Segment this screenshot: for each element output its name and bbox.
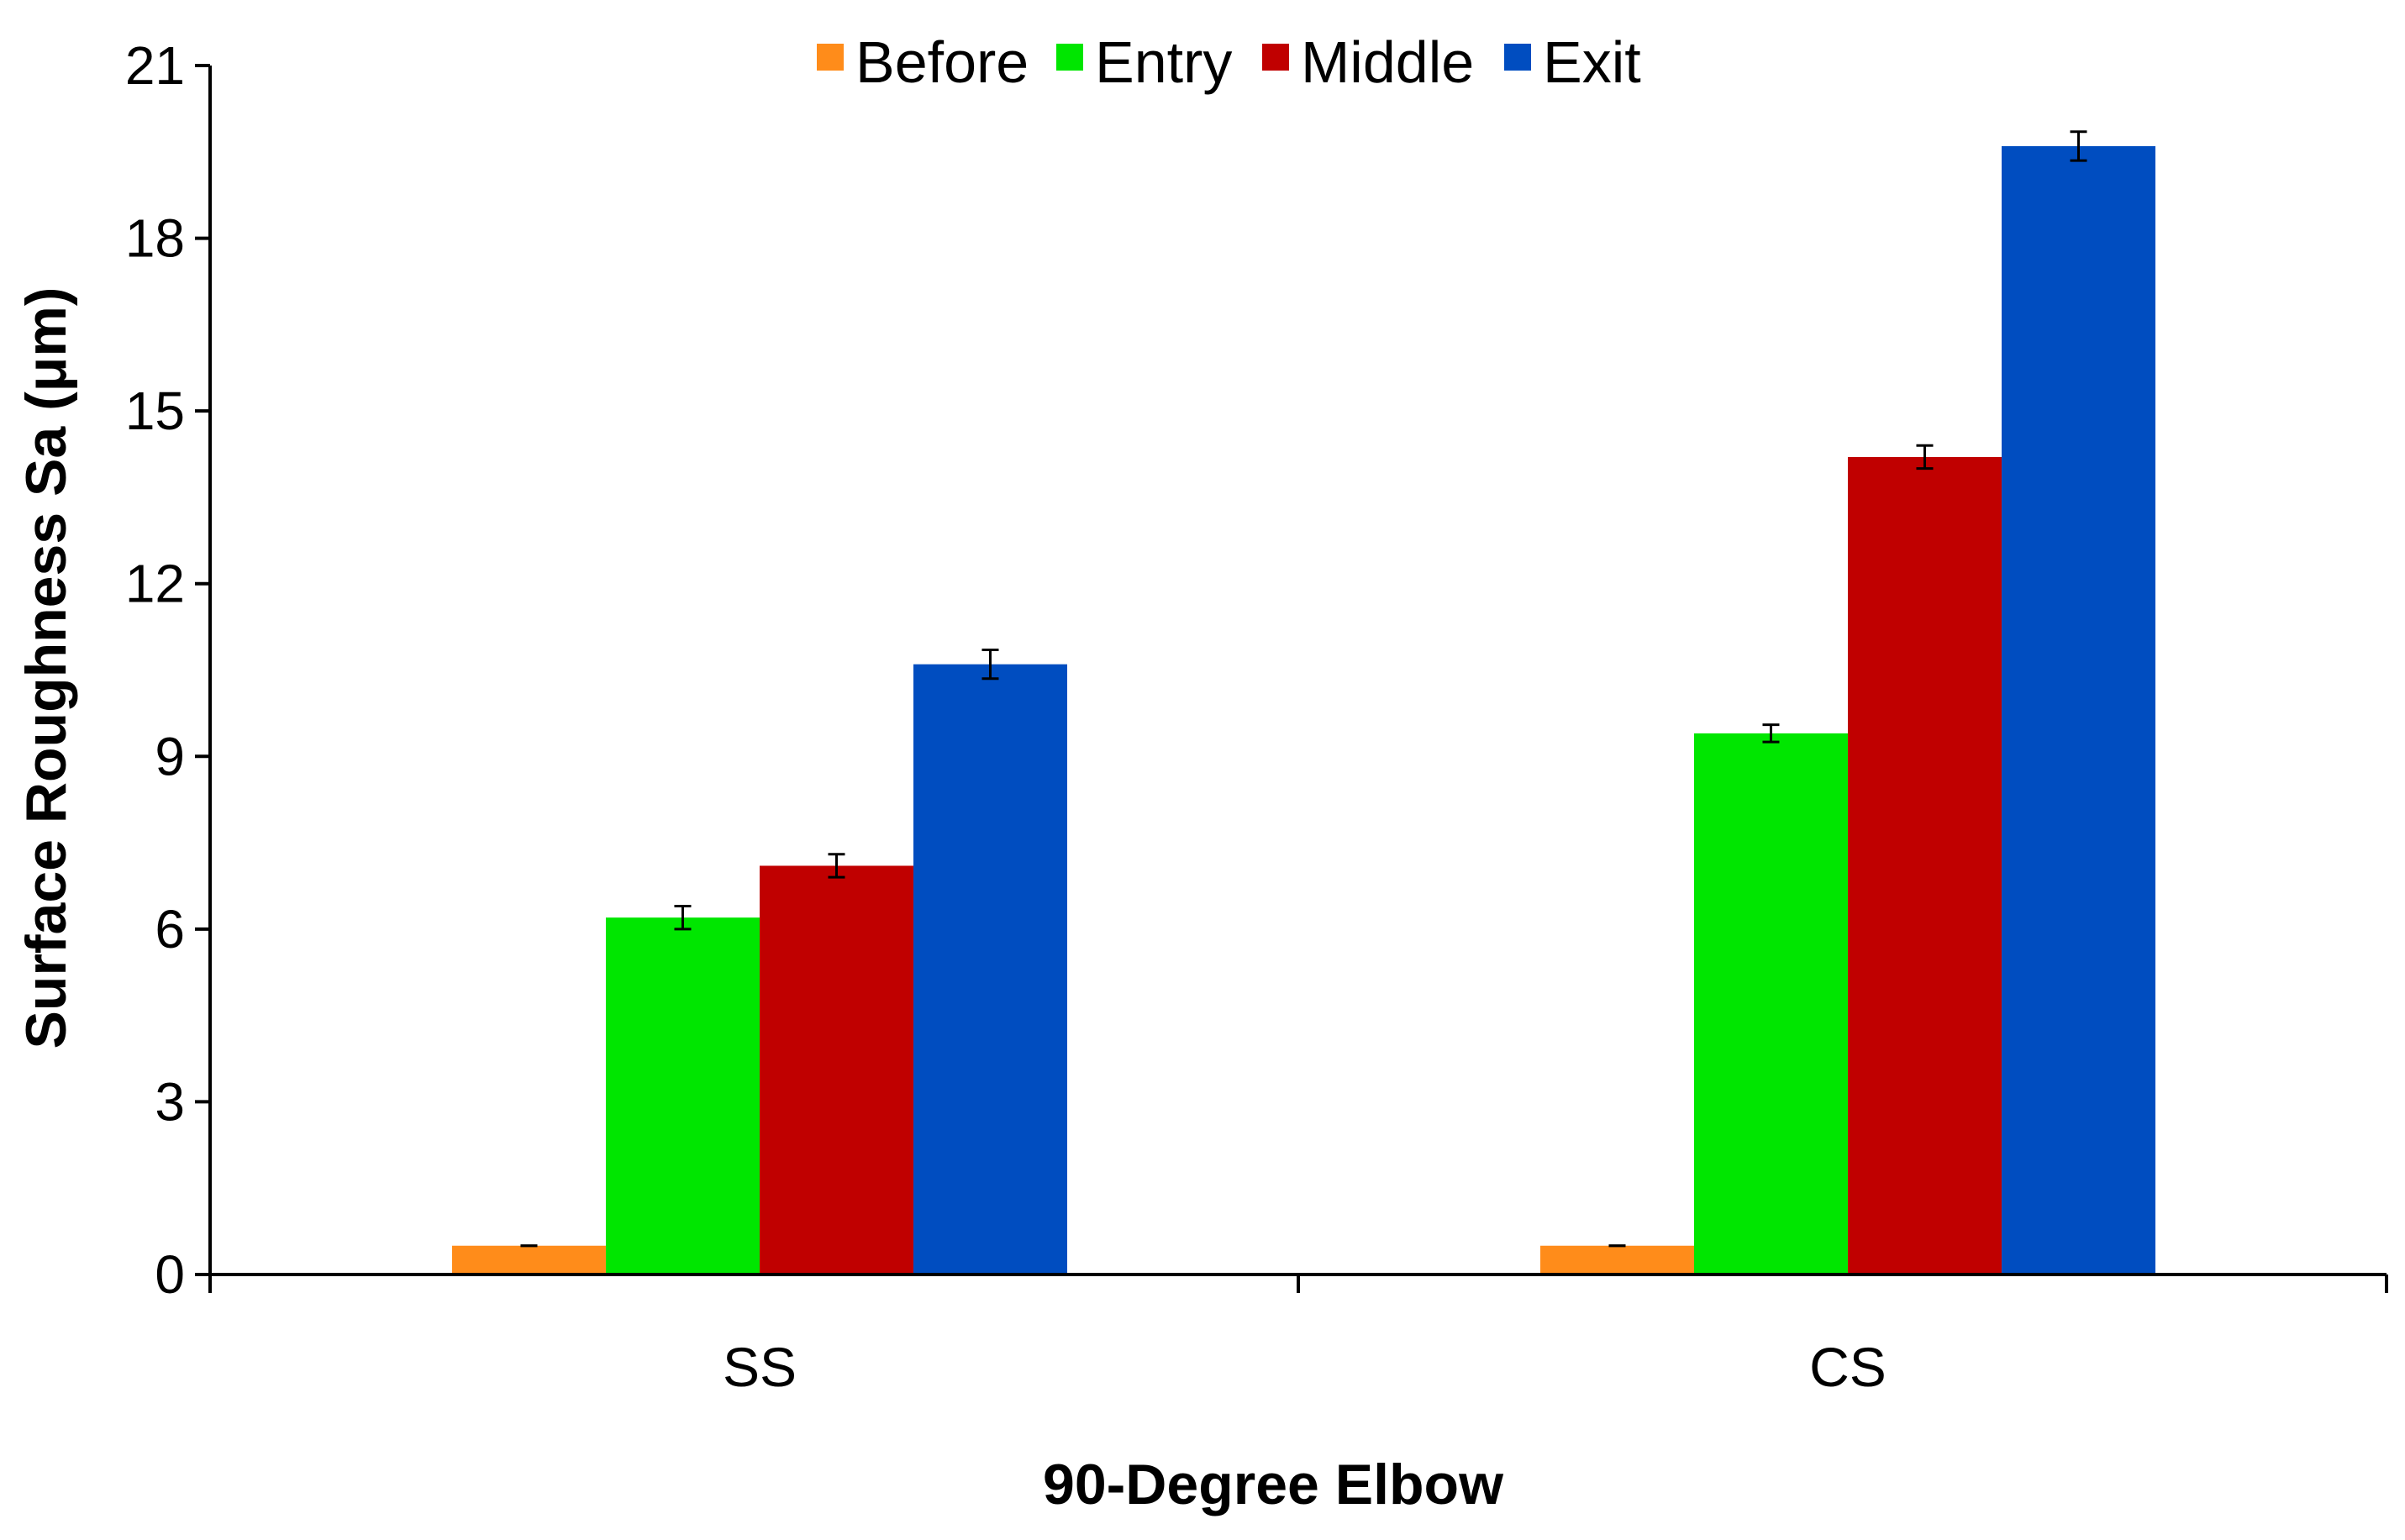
y-tick-label: 6 (155, 899, 185, 959)
y-tick-label: 3 (155, 1071, 185, 1132)
plot-area (451, 130, 2155, 1275)
legend-swatch-exit (1504, 44, 1531, 71)
legend-swatch-entry (1056, 44, 1083, 71)
x-tick-label-ss: SS (723, 1336, 797, 1398)
bar-ss-middle (759, 865, 913, 1275)
y-tick-label: 0 (155, 1244, 185, 1305)
bar-cs-entry (1693, 733, 1848, 1275)
legend-label-before: Before (855, 29, 1029, 95)
bar-cs-exit (2001, 145, 2155, 1275)
legend-swatch-before (817, 44, 844, 71)
axes: SS CS 0 3 6 9 12 15 18 21 (125, 35, 2388, 1398)
bar-cs-middle (1847, 456, 2002, 1275)
legend-label-exit: Exit (1543, 29, 1641, 95)
bar-ss-exit (913, 664, 1067, 1275)
bar-ss-entry (605, 917, 760, 1275)
y-axis-title: Surface Roughness Sa (μm) (14, 287, 78, 1049)
y-tick-label: 21 (125, 35, 185, 96)
legend: Before Entry Middle Exit (817, 29, 1641, 95)
legend-label-entry: Entry (1095, 29, 1232, 95)
legend-label-middle: Middle (1301, 29, 1474, 95)
y-tick-label: 12 (125, 554, 185, 614)
y-tick-label: 18 (125, 208, 185, 269)
legend-swatch-middle (1262, 44, 1289, 71)
bar-ss-before (451, 1245, 606, 1275)
x-tick-label-cs: CS (1809, 1336, 1887, 1398)
y-tick-label: 15 (125, 381, 185, 441)
x-axis-title: 90-Degree Elbow (1043, 1453, 1504, 1516)
y-tick-label: 9 (155, 726, 185, 786)
bar-cs-before (1539, 1245, 1694, 1275)
